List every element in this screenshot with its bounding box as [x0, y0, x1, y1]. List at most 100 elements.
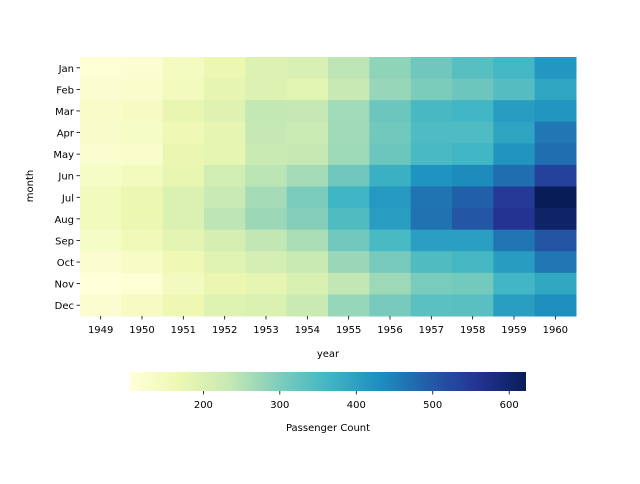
- heatmap-cell: [452, 164, 494, 187]
- heatmap-cell: [204, 57, 246, 80]
- heatmap-cell: [204, 78, 246, 101]
- heatmap-cell: [121, 272, 164, 295]
- heatmap-cell: [204, 251, 246, 274]
- colorbar-tick-label: 200: [194, 400, 213, 411]
- heatmap-cell: [328, 229, 370, 252]
- x-tick-label: 1958: [460, 325, 485, 336]
- heatmap-cell: [80, 78, 122, 101]
- heatmap-cell: [245, 229, 288, 252]
- heatmap-cell: [245, 294, 288, 317]
- heatmap-cell: [245, 208, 288, 231]
- heatmap-cell: [80, 251, 122, 274]
- heatmap-cell: [452, 100, 494, 123]
- heatmap-cell: [369, 164, 412, 187]
- heatmap-cell: [245, 57, 288, 80]
- heatmap-cell: [162, 294, 205, 317]
- heatmap-cell: [162, 251, 205, 274]
- heatmap-cell: [328, 251, 370, 274]
- heatmap-cell: [410, 164, 453, 187]
- heatmap-cell: [369, 272, 412, 295]
- heatmap-cell: [534, 78, 577, 101]
- y-tick-label: Sep: [55, 236, 74, 247]
- y-tick-label: Oct: [57, 258, 74, 269]
- heatmap-cell: [245, 251, 288, 274]
- x-tick-label: 1949: [88, 325, 113, 336]
- heatmap-cell: [121, 208, 164, 231]
- heatmap-cell: [452, 294, 494, 317]
- y-tick-label: Dec: [55, 301, 74, 312]
- heatmap-cell: [369, 208, 412, 231]
- heatmap-cell: [328, 164, 370, 187]
- heatmap-cell: [328, 143, 370, 166]
- heatmap-cell: [204, 272, 246, 295]
- heatmap-cell: [328, 57, 370, 80]
- heatmap-cell: [410, 272, 453, 295]
- x-tick-label: 1960: [543, 325, 568, 336]
- heatmap-cell: [328, 294, 370, 317]
- heatmap-cell: [410, 78, 453, 101]
- heatmap-cell: [286, 251, 329, 274]
- heatmap-cell: [369, 78, 412, 101]
- heatmap-cell: [121, 294, 164, 317]
- heatmap-cell: [286, 272, 329, 295]
- heatmap-cell: [204, 229, 246, 252]
- heatmap-cell: [493, 186, 536, 209]
- heatmap-cell: [245, 78, 288, 101]
- colorbar-tick-label: 600: [500, 400, 519, 411]
- heatmap-cell: [121, 251, 164, 274]
- y-tick-label: Mar: [55, 107, 75, 118]
- heatmap-cell: [452, 229, 494, 252]
- colorbar-label: Passenger Count: [286, 423, 370, 434]
- heatmap-cell: [452, 57, 494, 80]
- heatmap-cell: [245, 186, 288, 209]
- heatmap-cell: [534, 100, 577, 123]
- heatmap-cell: [452, 78, 494, 101]
- heatmap-cell: [410, 143, 453, 166]
- heatmap-cells: [80, 57, 577, 317]
- y-tick-label: Jul: [61, 193, 74, 204]
- x-axis-ticks: 1949 1950 1951 1952 1953 1954 1955 1956 1957 1958…: [88, 316, 568, 336]
- heatmap-cell: [369, 57, 412, 80]
- x-tick-label: 1955: [336, 325, 361, 336]
- heatmap-cell: [162, 121, 205, 144]
- heatmap-cell: [80, 143, 122, 166]
- y-tick-label: Aug: [54, 215, 74, 226]
- heatmap-cell: [452, 208, 494, 231]
- y-tick-label: Apr: [57, 129, 75, 140]
- heatmap-cell: [534, 251, 577, 274]
- heatmap-cell: [121, 143, 164, 166]
- heatmap-cell: [286, 208, 329, 231]
- heatmap-cell: [328, 100, 370, 123]
- heatmap-cell: [410, 251, 453, 274]
- heatmap-cell: [534, 294, 577, 317]
- heatmap-cell: [162, 208, 205, 231]
- x-tick-label: 1956: [377, 325, 402, 336]
- heatmap-cell: [286, 143, 329, 166]
- heatmap-cell: [204, 294, 246, 317]
- x-tick-label: 1954: [295, 325, 320, 336]
- heatmap-cell: [245, 143, 288, 166]
- heatmap-cell: [452, 272, 494, 295]
- heatmap-cell: [493, 294, 536, 317]
- heatmap-cell: [162, 229, 205, 252]
- heatmap-cell: [328, 186, 370, 209]
- heatmap-cell: [410, 57, 453, 80]
- x-tick-label: 1952: [212, 325, 237, 336]
- heatmap-cell: [286, 294, 329, 317]
- heatmap-cell: [369, 186, 412, 209]
- heatmap-cell: [493, 57, 536, 80]
- heatmap-cell: [162, 100, 205, 123]
- heatmap-cell: [452, 121, 494, 144]
- heatmap-cell: [452, 251, 494, 274]
- heatmap-cell: [245, 164, 288, 187]
- heatmap-cell: [534, 186, 577, 209]
- heatmap-cell: [493, 164, 536, 187]
- heatmap-cell: [245, 100, 288, 123]
- heatmap-cell: [80, 57, 122, 80]
- heatmap-cell: [328, 272, 370, 295]
- heatmap-cell: [328, 121, 370, 144]
- heatmap-cell: [121, 78, 164, 101]
- heatmap-cell: [162, 57, 205, 80]
- heatmap-cell: [286, 229, 329, 252]
